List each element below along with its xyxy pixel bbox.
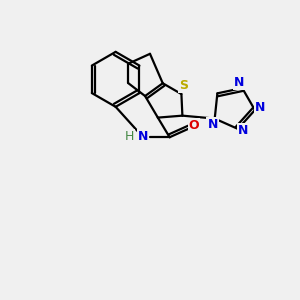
Text: O: O [189, 119, 200, 132]
Text: N: N [255, 101, 266, 115]
Text: N: N [238, 124, 249, 137]
Text: N: N [208, 118, 218, 130]
Text: H: H [125, 130, 134, 143]
Text: N: N [234, 76, 244, 89]
Text: S: S [179, 79, 188, 92]
Text: N: N [138, 130, 148, 143]
